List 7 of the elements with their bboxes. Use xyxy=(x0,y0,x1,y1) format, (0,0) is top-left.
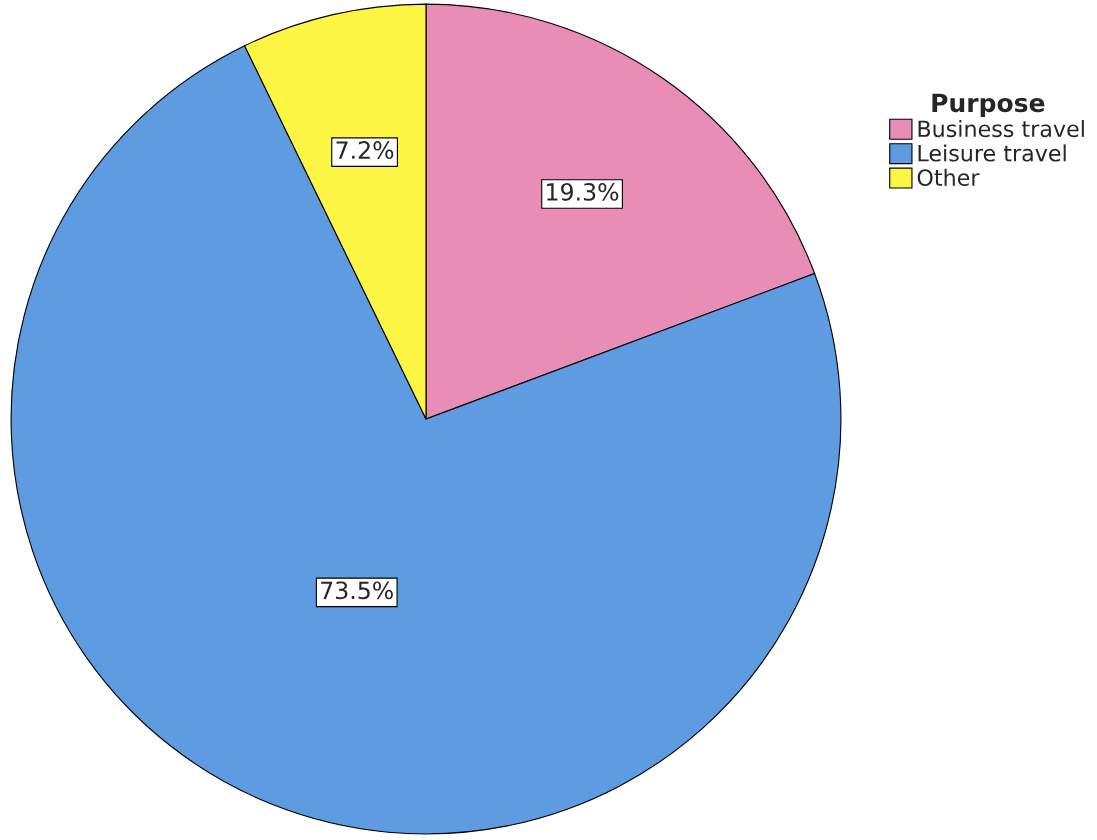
data-label: 73.5% xyxy=(321,581,393,600)
data-label: 19.3% xyxy=(547,182,619,201)
legend-label: Business travel xyxy=(918,119,1084,138)
legend-label: Leisure travel xyxy=(918,144,1066,162)
data-label: 7.2% xyxy=(336,141,394,159)
legend-title: Purpose xyxy=(932,93,1045,118)
legend-label: Other xyxy=(917,168,980,186)
